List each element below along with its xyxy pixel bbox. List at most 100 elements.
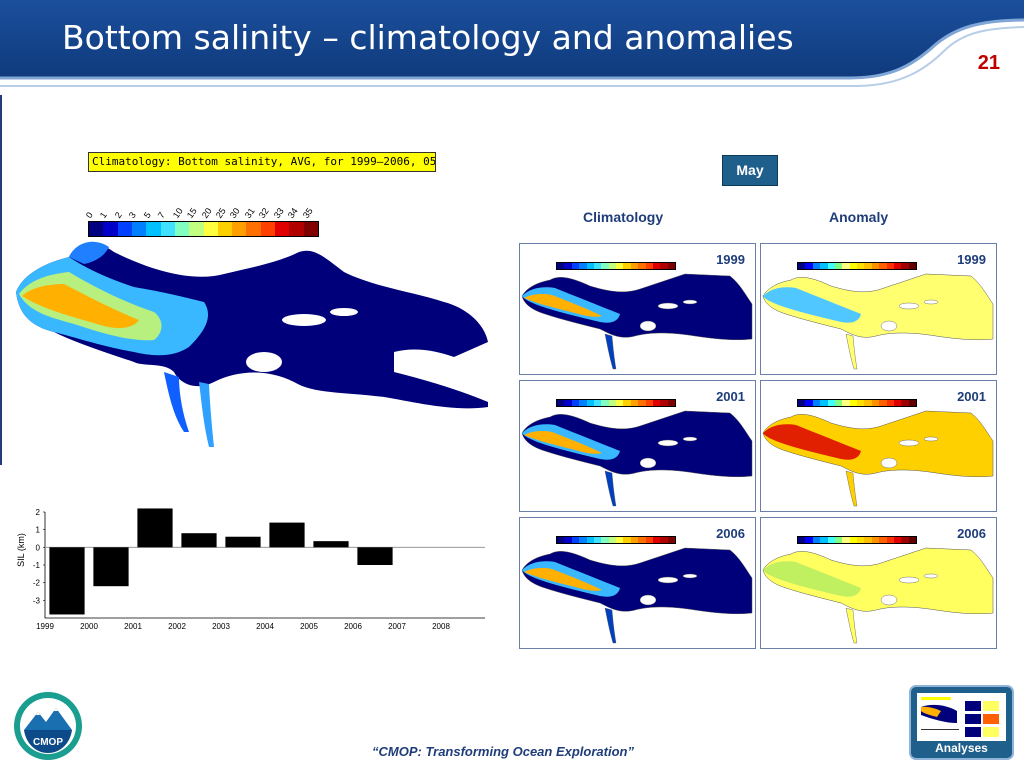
bar-1999 — [49, 547, 85, 615]
colorbar-swatch — [174, 222, 190, 236]
column-header-climatology: Climatology — [583, 209, 664, 225]
analyses-thumbnail — [917, 693, 1006, 741]
panel-climatology-2006: 2006 — [519, 517, 756, 649]
colorbar-swatch — [131, 222, 147, 236]
panel-year-label: 1999 — [957, 252, 986, 267]
panel-year-label: 2006 — [716, 526, 745, 541]
mini-colorbar — [556, 536, 676, 544]
x-tick-label: 2000 — [80, 622, 98, 631]
panel-anomaly-2001: 2001 — [760, 380, 997, 512]
colorbar-tick-label: 35 — [300, 206, 315, 220]
colorbar-swatch — [246, 222, 261, 236]
colorbar-tick-label: 31 — [242, 206, 257, 220]
y-tick-label: 1 — [36, 526, 41, 535]
footer-quote: “CMOP: Transforming Ocean Exploration” — [372, 744, 634, 759]
colorbar-swatch — [217, 222, 233, 236]
colorbar-swatch — [103, 222, 118, 236]
analyses-label: Analyses — [935, 741, 988, 755]
bar-2004 — [269, 522, 305, 548]
header-banner — [0, 0, 1024, 87]
colorbar-tick-label: 33 — [271, 206, 286, 220]
bar-2006 — [357, 547, 393, 565]
x-tick-label: 2005 — [300, 622, 318, 631]
bar-2000 — [93, 547, 129, 587]
colorbar-swatch — [275, 222, 290, 236]
figure-label: Climatology: Bottom salinity, AVG, for 1… — [88, 152, 436, 172]
x-tick-label: 2001 — [124, 622, 142, 631]
colorbar-swatch — [189, 222, 204, 236]
colorbar-swatch — [117, 222, 132, 236]
left-divider — [0, 95, 2, 465]
x-tick-label: 2006 — [344, 622, 362, 631]
colorbar-tick-label: 25 — [213, 206, 228, 220]
colorbar-tick-label: 1 — [98, 210, 110, 220]
mini-map — [762, 410, 994, 507]
panel-anomaly-2006: 2006 — [760, 517, 997, 649]
y-tick-label: -2 — [33, 579, 41, 588]
month-badge: May — [722, 155, 778, 186]
salinity-map — [16, 241, 488, 447]
panel-year-label: 1999 — [716, 252, 745, 267]
bar-2005 — [313, 541, 349, 548]
panel-year-label: 2001 — [957, 389, 986, 404]
colorbar — [88, 221, 319, 237]
colorbar-swatch — [289, 222, 304, 236]
bar-2002 — [181, 533, 217, 548]
colorbar-ticks: 0 1 2 3 5 7 10 15 20 25 30 31 32 33 34 35 — [84, 194, 319, 220]
bar-2003 — [225, 536, 261, 548]
colorbar-swatch — [260, 222, 276, 236]
colorbar-tick-label: 5 — [141, 210, 153, 220]
mini-colorbar — [556, 262, 676, 270]
x-tick-label: 1999 — [36, 622, 54, 631]
slide-title: Bottom salinity – climatology and anomal… — [62, 18, 794, 57]
mini-colorbar — [797, 399, 917, 407]
colorbar-tick-label: 20 — [199, 206, 214, 220]
colorbar-swatch — [160, 222, 175, 236]
mini-colorbar — [797, 262, 917, 270]
colorbar-tick-label: 34 — [285, 206, 300, 220]
colorbar-tick-label: 0 — [83, 210, 95, 220]
slide-number: 21 — [977, 52, 1000, 74]
colorbar-tick-label: 15 — [184, 206, 199, 220]
panel-year-label: 2006 — [957, 526, 986, 541]
colorbar-tick-label: 2 — [112, 210, 124, 220]
y-tick-label: -1 — [33, 561, 41, 570]
cmop-logo: CMOP — [12, 690, 84, 762]
y-tick-label: -3 — [33, 596, 41, 605]
x-tick-label: 2002 — [168, 622, 186, 631]
chart-ylabel: SIL (km) — [16, 533, 26, 567]
mini-map — [521, 410, 753, 507]
slide-header: Bottom salinity – climatology and anomal… — [0, 0, 1024, 90]
y-tick-label: 2 — [36, 508, 41, 517]
mini-colorbar — [797, 536, 917, 544]
panel-anomaly-1999: 1999 — [760, 243, 997, 375]
panel-climatology-2001: 2001 — [519, 380, 756, 512]
y-tick-label: 0 — [36, 543, 41, 552]
sil-bar-chart: SIL (km) 2 1 0 -1 -2 -3 1999 2000 2001 2002 2003 20… — [16, 508, 485, 631]
mini-map — [762, 547, 994, 644]
colorbar-swatch — [89, 222, 104, 236]
colorbar-tick-label: 32 — [257, 206, 271, 220]
colorbar-swatch — [232, 222, 247, 236]
x-tick-label: 2004 — [256, 622, 274, 631]
mini-colorbar — [556, 399, 676, 407]
bar-2001 — [137, 508, 173, 548]
column-header-anomaly: Anomaly — [829, 209, 889, 225]
analyses-button[interactable]: Analyses — [909, 685, 1014, 760]
panel-year-label: 2001 — [716, 389, 745, 404]
mini-map — [762, 273, 994, 370]
colorbar-tick-label: 10 — [170, 206, 185, 220]
thumbnail-icon — [921, 697, 999, 737]
x-tick-label: 2008 — [432, 622, 450, 631]
panel-climatology-1999: 1999 — [519, 243, 756, 375]
colorbar-swatch — [146, 222, 161, 236]
cmop-logo-icon: CMOP — [14, 692, 82, 760]
colorbar-tick-label: 3 — [127, 210, 139, 220]
colorbar-tick-label: 7 — [155, 210, 168, 220]
x-tick-label: 2003 — [212, 622, 230, 631]
colorbar-swatch — [303, 222, 318, 236]
mini-map — [521, 273, 753, 370]
logo-text: CMOP — [33, 737, 63, 748]
x-tick-label: 2007 — [388, 622, 406, 631]
mini-map — [521, 547, 753, 644]
